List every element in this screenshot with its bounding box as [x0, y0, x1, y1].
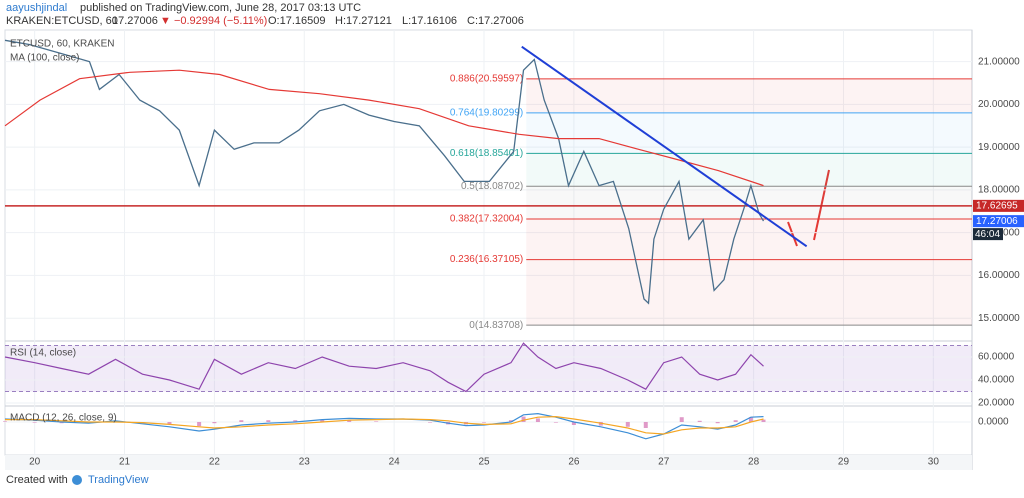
series-line	[4, 69, 764, 187]
fib-zone	[526, 218, 972, 260]
histogram-bar	[167, 422, 172, 425]
y-tick-label: 21.00000	[978, 56, 1020, 67]
low: L:17.16106	[402, 15, 457, 27]
last: 17.27006	[112, 15, 158, 27]
histogram-bar	[625, 422, 630, 427]
fib-label: 0.5(18.08702)	[461, 181, 523, 192]
fib-label: 0.886(20.59597)	[450, 74, 523, 85]
histogram-bar	[428, 422, 433, 423]
symbol: KRAKEN:ETCUSD, 60	[6, 15, 118, 27]
price-label: 17.27006	[976, 216, 1018, 227]
footer-created: Created with	[6, 474, 68, 486]
histogram-bar	[482, 422, 487, 423]
y-tick-label: 15.00000	[978, 313, 1020, 324]
fib-zone	[526, 112, 972, 154]
published: published on TradingView.com, June 28, 2…	[80, 2, 361, 14]
footer-brand[interactable]: TradingView	[88, 474, 149, 486]
price-box	[973, 215, 1024, 228]
author[interactable]: aayushjindal	[6, 2, 67, 14]
y-tick-label: 0.0000	[978, 417, 1009, 428]
series-line	[4, 342, 764, 393]
histogram-bar	[535, 418, 540, 422]
legend-entry: ETCUSD, 60, KRAKEN	[10, 39, 114, 50]
high: H:17.27121	[335, 15, 392, 27]
y-tick-label: 16.00000	[978, 270, 1020, 281]
histogram-bar	[347, 420, 352, 422]
y-tick-label: 40.0000	[978, 375, 1015, 386]
histogram-bar	[239, 420, 244, 422]
y-tick-label: 60.0000	[978, 352, 1015, 363]
arrow-sketch	[787, 221, 798, 247]
histogram-bar	[508, 420, 513, 422]
histogram-bar	[197, 422, 202, 427]
price-label: 17.62695	[976, 201, 1018, 212]
close: C:17.27006	[467, 15, 524, 27]
y-tick-label: 20.0000	[978, 398, 1015, 409]
fib-label: 0.236(16.37105)	[450, 254, 523, 265]
pane-title: MACD (12, 26, close, 9)	[10, 413, 117, 424]
rsi-band	[5, 345, 972, 392]
x-tick-label: 27	[658, 457, 670, 468]
x-tick-label: 30	[928, 457, 940, 468]
change: ▼ −0.92994 (−5.11%)	[160, 15, 267, 27]
histogram-bar	[32, 422, 37, 423]
y-tick-label: 18.00000	[978, 185, 1020, 196]
histogram-bar	[293, 420, 298, 422]
histogram-bar	[679, 417, 684, 422]
x-tick-label: 22	[209, 457, 221, 468]
x-tick-label: 24	[389, 457, 401, 468]
time-axis	[5, 455, 972, 470]
histogram-bar	[553, 422, 558, 423]
x-tick-label: 28	[748, 457, 760, 468]
fib-zone	[526, 259, 972, 326]
histogram-bar	[521, 416, 526, 422]
x-tick-label: 23	[299, 457, 311, 468]
histogram-bar	[715, 422, 720, 424]
countdown: 46:04	[975, 229, 1000, 240]
open: O:17.16509	[268, 15, 326, 27]
series-line	[4, 412, 764, 440]
countdown-box	[973, 228, 1003, 241]
fib-label: 0.764(19.80299)	[450, 107, 523, 118]
fib-label: 0(14.83708)	[469, 320, 523, 331]
histogram-bar	[374, 421, 379, 422]
histogram-bar	[643, 422, 648, 428]
histogram-bar	[212, 422, 217, 424]
price-box	[973, 199, 1024, 212]
series-line	[5, 415, 764, 435]
y-tick-label: 19.00000	[978, 142, 1020, 153]
x-tick-label: 20	[29, 457, 41, 468]
histogram-bar	[3, 421, 7, 422]
x-tick-label: 29	[838, 457, 850, 468]
histogram-bar	[748, 417, 753, 422]
x-tick-label: 21	[119, 457, 131, 468]
x-tick-label: 26	[568, 457, 580, 468]
trendline	[521, 45, 808, 248]
series-line	[4, 39, 765, 305]
x-tick-label: 25	[478, 457, 490, 468]
pane-title: RSI (14, close)	[10, 348, 76, 359]
histogram-bar	[733, 420, 738, 422]
histogram-bar	[571, 422, 576, 425]
histogram-bar	[320, 419, 325, 422]
y-tick-label: 20.00000	[978, 99, 1020, 110]
arrow-sketch	[813, 169, 830, 241]
histogram-bar	[266, 420, 271, 422]
fib-label: 0.382(17.32004)	[450, 214, 523, 225]
fib-zone	[526, 78, 972, 113]
legend-entry: MA (100, close)	[10, 53, 79, 64]
logo	[72, 475, 82, 485]
fib-label: 0.618(18.85401)	[450, 148, 523, 159]
histogram-bar	[697, 420, 702, 422]
histogram-bar	[761, 419, 766, 422]
